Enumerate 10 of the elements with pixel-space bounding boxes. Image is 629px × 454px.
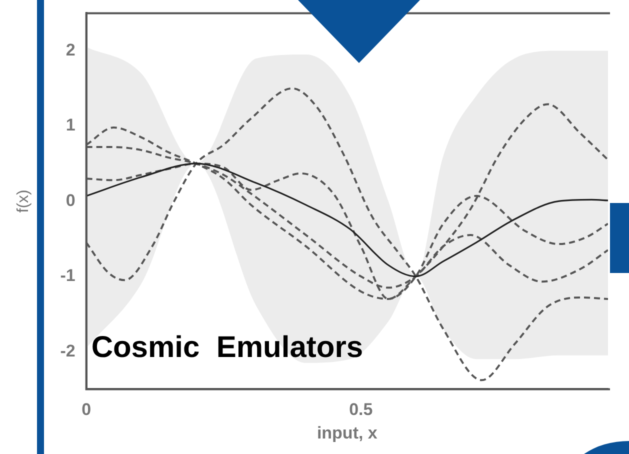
y-tick-label: -2 <box>60 341 76 360</box>
line-series <box>86 162 608 278</box>
y-tick-label: 0 <box>66 190 76 210</box>
annotation: Cosmic Emulators <box>91 331 364 364</box>
x-axis-title: input, x <box>316 423 378 442</box>
y-tick-label: -1 <box>60 266 76 286</box>
y-tick-label: 1 <box>66 116 76 135</box>
x-tick-label: 0.5 <box>349 400 373 420</box>
y-axis-title: f(x) <box>15 190 32 213</box>
y-tick-label: 2 <box>66 40 76 60</box>
